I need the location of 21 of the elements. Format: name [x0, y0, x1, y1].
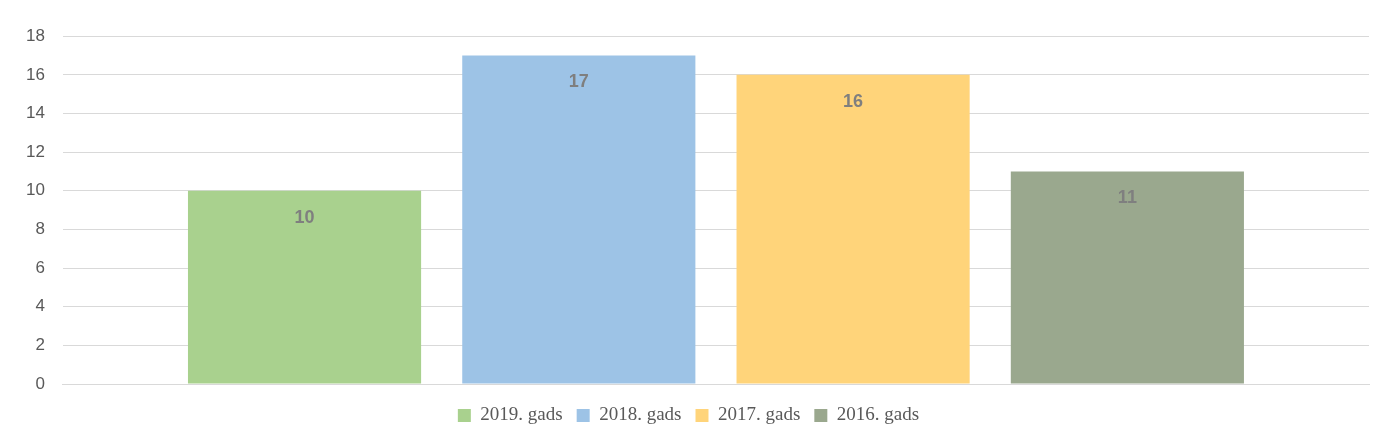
y-tick-label: 18	[25, 25, 45, 45]
legend-label: 2016. gads	[836, 403, 920, 425]
bar	[1010, 171, 1244, 384]
bar	[187, 190, 422, 384]
y-tick-label: 12	[25, 141, 45, 161]
y-tick-label: 2	[35, 335, 45, 355]
bar	[462, 55, 696, 384]
data-label: 17	[568, 71, 589, 92]
legend-label: 2017. gads	[718, 403, 801, 425]
y-tick-label: 4	[35, 296, 45, 316]
y-tick-label: 10	[25, 180, 45, 200]
legend-label: 2018. gads	[599, 403, 682, 425]
y-tick-label: 8	[35, 219, 45, 239]
bar	[736, 74, 970, 384]
data-label: 10	[294, 206, 315, 227]
data-label: 16	[843, 90, 864, 111]
y-tick-label: 0	[35, 373, 45, 393]
legend-label: 2019. gads	[480, 403, 563, 425]
y-tick-label: 14	[25, 103, 45, 123]
y-tick-label: 16	[25, 64, 45, 84]
y-tick-label: 6	[35, 257, 45, 277]
